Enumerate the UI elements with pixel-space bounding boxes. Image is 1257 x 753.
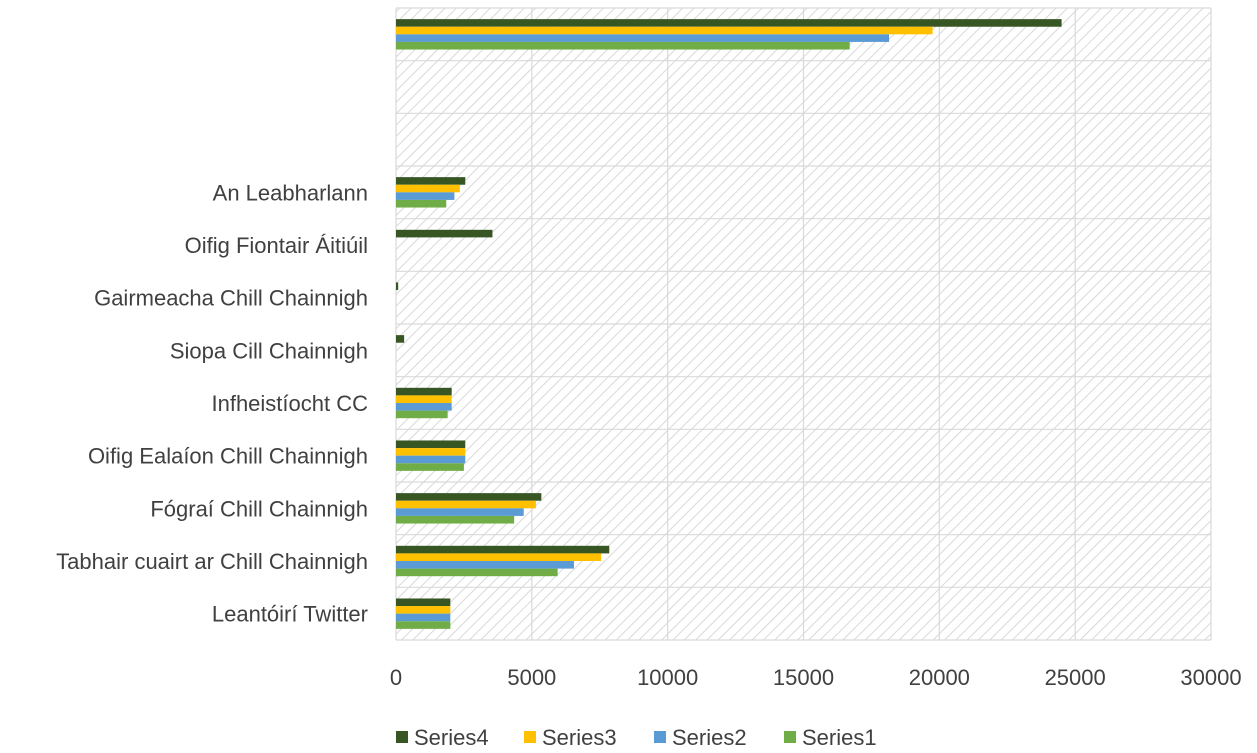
legend-label-series1: Series1 (802, 725, 877, 750)
category-label: Oifig Fiontair Áitiúil (185, 233, 368, 258)
bar-series (396, 19, 1062, 629)
legend: Series4 Series3 Series2 Series1 (396, 725, 877, 750)
category-label: Infheistíocht CC (211, 391, 368, 416)
legend-swatch-series4 (396, 731, 408, 743)
bar-series4 (396, 440, 466, 449)
bar-series4 (396, 177, 466, 185)
bar-series3 (396, 26, 933, 35)
bar-series4 (396, 545, 610, 554)
bar-series3 (396, 500, 536, 509)
x-tick-label: 20000 (909, 665, 970, 690)
category-label: Gairmeacha Chill Chainnigh (94, 286, 368, 311)
bar-series2 (396, 455, 466, 464)
x-tick-label: 15000 (773, 665, 834, 690)
bar-series1 (396, 621, 451, 629)
bar-series3 (396, 448, 466, 456)
bar-series4 (396, 229, 493, 238)
bar-series4 (396, 387, 452, 396)
bar-series2 (396, 561, 574, 569)
bar-series1 (396, 199, 447, 208)
x-axis-tick-labels: 0 5000 10000 15000 20000 25000 30000 (390, 665, 1242, 690)
legend-label-series2: Series2 (672, 725, 747, 750)
category-label: An Leabharlann (213, 180, 368, 205)
category-label: Oifig Ealaíon Chill Chainnigh (88, 444, 368, 469)
legend-label-series3: Series3 (542, 725, 617, 750)
bar-series1 (396, 410, 448, 419)
bar-series2 (396, 192, 455, 200)
legend-swatch-series3 (524, 731, 536, 743)
legend-swatch-series1 (784, 731, 796, 743)
bar-series4 (396, 282, 399, 291)
bar-series2 (396, 508, 524, 516)
legend-swatch-series2 (654, 731, 666, 743)
bar-series1 (396, 41, 850, 50)
category-label: Leantóirí Twitter (212, 602, 368, 627)
bar-series2 (396, 34, 890, 42)
category-label: Tabhair cuairt ar Chill Chainnigh (56, 549, 368, 574)
x-tick-label: 10000 (637, 665, 698, 690)
x-tick-label: 5000 (507, 665, 556, 690)
bar-series4 (396, 493, 542, 501)
bar-series1 (396, 515, 515, 524)
bar-series4 (396, 19, 1062, 27)
category-label: Siopa Cill Chainnigh (170, 338, 368, 363)
bar-series3 (396, 184, 460, 193)
legend-label-series4: Series4 (414, 725, 489, 750)
x-tick-label: 30000 (1180, 665, 1241, 690)
gridlines (395, 7, 1212, 641)
x-tick-label: 25000 (1045, 665, 1106, 690)
bar-series4 (396, 335, 405, 343)
bar-series1 (396, 568, 558, 577)
bar-series3 (396, 606, 451, 614)
bar-series3 (396, 395, 452, 403)
bar-series1 (396, 463, 464, 471)
bar-series4 (396, 598, 451, 607)
bar-series2 (396, 403, 452, 411)
bar-series2 (396, 613, 451, 622)
category-labels: Leantóirí Twitter Tabhair cuairt ar Chill… (56, 180, 368, 626)
bar-series3 (396, 553, 602, 561)
x-tick-label: 0 (390, 665, 402, 690)
category-label: Fógraí Chill Chainnigh (150, 496, 368, 521)
